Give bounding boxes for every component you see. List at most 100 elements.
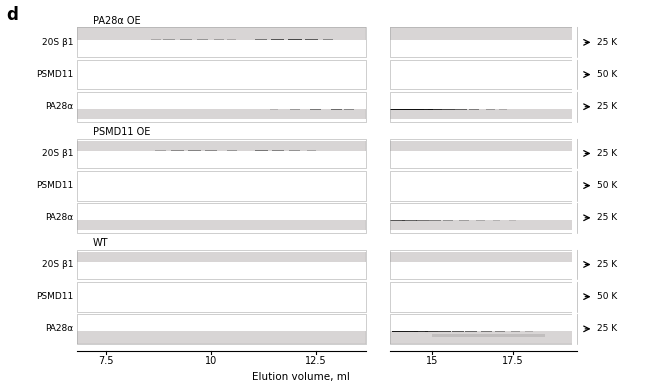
Bar: [402, 215, 417, 221]
Bar: [390, 201, 577, 220]
Bar: [433, 181, 450, 190]
Bar: [77, 201, 366, 220]
Bar: [452, 326, 464, 332]
Bar: [77, 27, 366, 57]
Bar: [418, 103, 434, 110]
Bar: [512, 326, 521, 332]
Bar: [77, 27, 366, 57]
Bar: [77, 89, 366, 109]
Bar: [390, 57, 577, 77]
Bar: [179, 72, 193, 78]
Bar: [151, 39, 161, 45]
Bar: [393, 41, 574, 44]
Bar: [272, 151, 284, 156]
Bar: [390, 72, 577, 92]
Text: 25 K: 25 K: [597, 102, 617, 111]
Bar: [0, 124, 650, 125]
Bar: [469, 103, 479, 110]
Bar: [390, 233, 577, 252]
Bar: [77, 168, 366, 188]
Bar: [214, 183, 224, 189]
Bar: [390, 122, 577, 141]
Bar: [430, 215, 441, 221]
Bar: [390, 119, 577, 138]
Bar: [465, 326, 476, 332]
Bar: [448, 181, 460, 190]
Bar: [240, 293, 249, 300]
Bar: [205, 151, 216, 156]
Bar: [0, 236, 650, 237]
Bar: [426, 326, 439, 332]
Text: 17.5: 17.5: [502, 356, 523, 366]
Bar: [388, 215, 404, 221]
Text: PSMD11 OE: PSMD11 OE: [93, 127, 150, 137]
Bar: [572, 0, 577, 392]
Bar: [289, 261, 300, 267]
Text: WT: WT: [93, 238, 109, 248]
Bar: [171, 151, 184, 156]
Bar: [390, 151, 577, 171]
Bar: [432, 334, 545, 337]
Bar: [77, 92, 366, 122]
Bar: [393, 263, 574, 265]
Bar: [428, 103, 443, 110]
Bar: [438, 326, 451, 332]
Bar: [390, 8, 577, 27]
Bar: [272, 39, 285, 45]
Bar: [390, 230, 577, 250]
Text: 25 K: 25 K: [597, 260, 617, 269]
Bar: [390, 27, 577, 57]
Bar: [77, 171, 366, 201]
Bar: [493, 215, 500, 221]
Text: 50 K: 50 K: [597, 70, 617, 79]
Bar: [77, 40, 366, 60]
Bar: [391, 326, 408, 332]
Bar: [214, 39, 224, 45]
Text: 12.5: 12.5: [305, 356, 326, 366]
Bar: [287, 39, 302, 45]
Bar: [397, 103, 415, 110]
Bar: [310, 103, 322, 110]
Bar: [290, 103, 300, 110]
Bar: [77, 151, 366, 171]
Bar: [77, 203, 366, 233]
Bar: [413, 326, 428, 332]
Bar: [231, 183, 240, 189]
Bar: [77, 233, 366, 252]
Bar: [390, 60, 577, 89]
Text: 10: 10: [205, 356, 217, 366]
Bar: [390, 312, 577, 331]
Bar: [323, 39, 333, 45]
Bar: [460, 215, 469, 221]
Bar: [127, 263, 316, 266]
Bar: [163, 39, 175, 45]
Bar: [188, 261, 200, 267]
Bar: [77, 57, 366, 77]
Bar: [390, 282, 577, 312]
Bar: [204, 293, 217, 300]
Bar: [77, 344, 366, 363]
Bar: [205, 261, 216, 267]
Bar: [390, 314, 577, 344]
Bar: [418, 186, 421, 209]
Bar: [187, 293, 202, 300]
Bar: [416, 215, 429, 221]
Text: PA28α: PA28α: [46, 102, 73, 111]
Bar: [390, 250, 577, 279]
Text: 25 K: 25 K: [597, 38, 617, 47]
Bar: [180, 39, 192, 45]
Bar: [525, 326, 533, 332]
Text: Elution volume, ml: Elution volume, ml: [252, 372, 350, 383]
Bar: [170, 293, 185, 300]
Bar: [410, 181, 429, 190]
Bar: [77, 250, 366, 279]
Bar: [77, 122, 366, 141]
Bar: [390, 60, 577, 89]
Bar: [77, 60, 366, 89]
Bar: [77, 282, 366, 312]
Text: 20S β1: 20S β1: [42, 38, 73, 47]
Bar: [196, 72, 209, 78]
Bar: [77, 203, 366, 233]
Bar: [257, 293, 265, 300]
Bar: [227, 151, 237, 156]
